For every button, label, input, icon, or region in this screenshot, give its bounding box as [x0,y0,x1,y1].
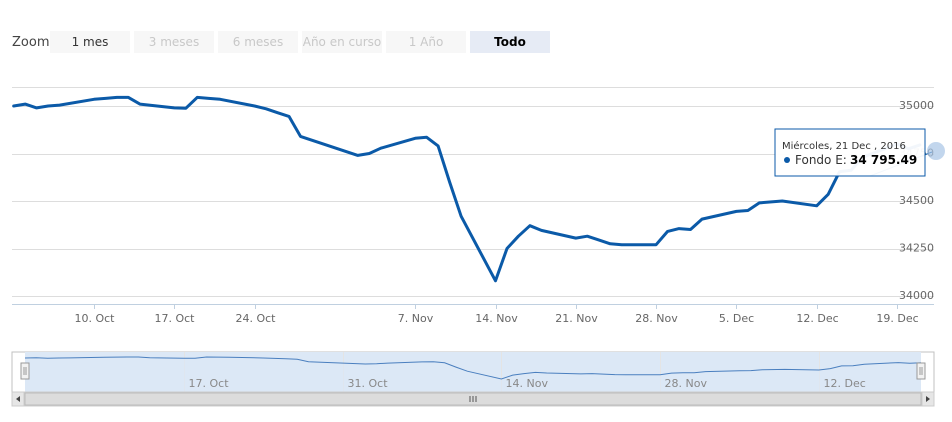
x-tick-label: 19. Dec [876,312,918,325]
scrollbar-right-arrow[interactable] [921,391,935,407]
x-tick-label: 7. Nov [398,312,434,325]
x-tick-label: 14. Nov [475,312,518,325]
tooltip-value: 34 795.49 [850,153,917,167]
navigator-tick-label: 17. Oct [189,377,230,390]
tooltip-series-label: Fondo E: [795,153,847,167]
scrollbar[interactable] [11,391,935,407]
series-line-fondo-e [12,95,922,283]
zoom-button-1-month[interactable]: 1 mes [50,31,130,53]
series [12,95,922,283]
zoom-button-6-months[interactable]: 6 meses [218,31,298,53]
navigator-handle-left[interactable] [20,362,30,380]
navigator-tick-label: 12. Dec [824,377,866,390]
navigator-x-axis: 17. Oct 31. Oct 14. Nov 28. Nov 12. Dec [189,377,866,390]
zoom-button-all[interactable]: Todo [470,31,550,53]
range-selector: Zoom 1 mes 3 meses 6 meses Año en curso … [0,0,952,60]
navigator-tick-label: 28. Nov [665,377,708,390]
scrollbar-left-arrow[interactable] [11,391,25,407]
y-tick-label: 35000 [899,99,934,112]
navigator-line [24,356,922,380]
arrow-right-icon [926,396,930,402]
arrow-left-icon [16,396,20,402]
zoom-button-ytd[interactable]: Año en curso [302,31,382,53]
y-tick-label: 34000 [899,289,934,302]
x-axis: 10. Oct 17. Oct 24. Oct 7. Nov 14. Nov 21. No… [12,304,934,325]
x-tick-label: 21. Nov [555,312,598,325]
hover-marker-halo [927,142,945,160]
zoom-button-1-year[interactable]: 1 Año [386,31,466,53]
zoom-button-3-months[interactable]: 3 meses [134,31,214,53]
scrollbar-grip-icon [469,396,477,402]
x-tick-label: 12. Dec [796,312,838,325]
x-tick-label: 24. Oct [235,312,276,325]
navigator-series [24,356,922,392]
navigator[interactable]: 17. Oct 31. Oct 14. Nov 28. Nov 12. Dec [11,351,935,393]
navigator-tick-label: 31. Oct [348,377,389,390]
x-tick-label: 10. Oct [74,312,115,325]
y-tick-label: 34500 [899,194,934,207]
tooltip-box [774,128,926,177]
x-tick-label: 5. Dec [719,312,754,325]
tooltip-series-dot [784,157,790,163]
tooltip: Miércoles, 21 Dec , 2016 Fondo E: 34 795… [774,128,945,177]
grid [12,87,934,297]
navigator-area [25,357,921,392]
tooltip-date: Miércoles, 21 Dec , 2016 [782,140,906,152]
x-tick-label: 28. Nov [635,312,678,325]
navigator-handle-right[interactable] [916,362,926,380]
x-tick-label: 17. Oct [154,312,195,325]
navigator-tick-label: 14. Nov [506,377,549,390]
y-tick-label: 34250 [899,242,934,255]
zoom-label: Zoom [12,35,50,50]
